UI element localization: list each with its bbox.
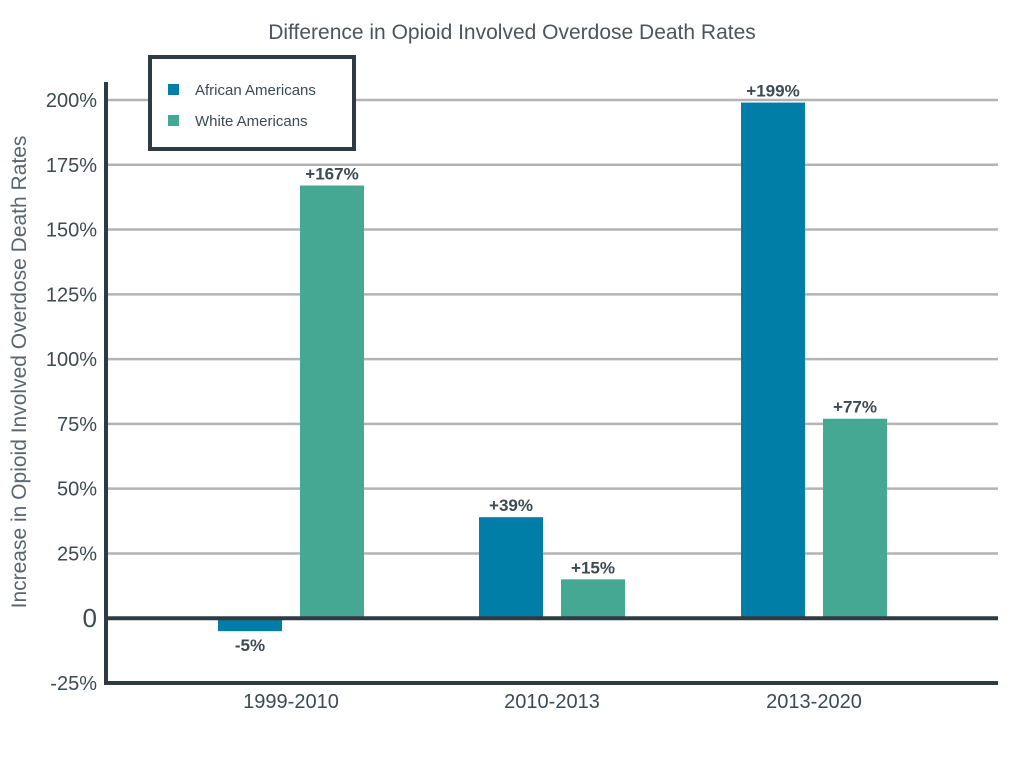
x-tick-label-1999-2010: 1999-2010 — [243, 691, 339, 713]
gridlines — [106, 98, 998, 555]
bar-african-americans-2013-2020 — [741, 102, 805, 619]
data-label-white-americans-2013-2020: +77% — [833, 398, 877, 417]
chart-title: Difference in Opioid Involved Overdose D… — [268, 21, 756, 44]
y-tick-label: 25% — [57, 543, 97, 565]
bar-white-americans-1999-2010 — [300, 185, 364, 619]
y-axis-ticks: -25% 0 25% 50% 75% 100% 125% 150% 175% 200% — [46, 90, 97, 695]
y-tick-label: 50% — [57, 479, 97, 501]
x-axis-ticks: 1999-2010 2010-2013 2013-2020 — [243, 691, 862, 713]
y-axis-label: Increase in Opioid Involved Overdose Dea… — [8, 136, 31, 609]
bar-white-americans-2013-2020 — [823, 418, 887, 619]
y-tick-label: 125% — [46, 284, 97, 306]
data-label-white-americans-1999-2010: +167% — [305, 165, 358, 184]
x-tick-label-2013-2020: 2013-2020 — [766, 691, 862, 713]
legend-label-white-americans: White Americans — [195, 113, 308, 130]
x-tick-label-2010-2013: 2010-2013 — [504, 691, 600, 713]
y-tick-label: 150% — [46, 220, 97, 242]
y-tick-label: 200% — [46, 90, 97, 112]
y-tick-label: 75% — [57, 414, 97, 436]
y-tick-label: 175% — [46, 155, 97, 177]
legend-swatch-white-americans — [168, 115, 179, 126]
legend-label-african-americans: African Americans — [195, 82, 316, 99]
y-tick-label: 100% — [46, 349, 97, 371]
data-label-african-americans-2013-2020: +199% — [746, 82, 799, 101]
legend-frame — [148, 55, 356, 151]
y-tick-label: 0 — [83, 603, 97, 633]
legend-swatch-african-americans — [168, 84, 179, 95]
data-label-african-americans-1999-2010: -5% — [235, 636, 265, 655]
bar-african-americans-2010-2013 — [479, 517, 543, 619]
data-labels: -5% +39% +199% +167% +15% +77% — [235, 82, 877, 656]
y-tick-label: -25% — [50, 673, 97, 695]
data-label-african-americans-2010-2013: +39% — [489, 496, 533, 515]
data-label-white-americans-2010-2013: +15% — [571, 558, 615, 577]
bars — [218, 102, 887, 632]
bar-white-americans-2010-2013 — [561, 579, 625, 619]
legend: African Americans White Americans — [148, 55, 356, 151]
bar-african-americans-1999-2010 — [218, 618, 282, 632]
